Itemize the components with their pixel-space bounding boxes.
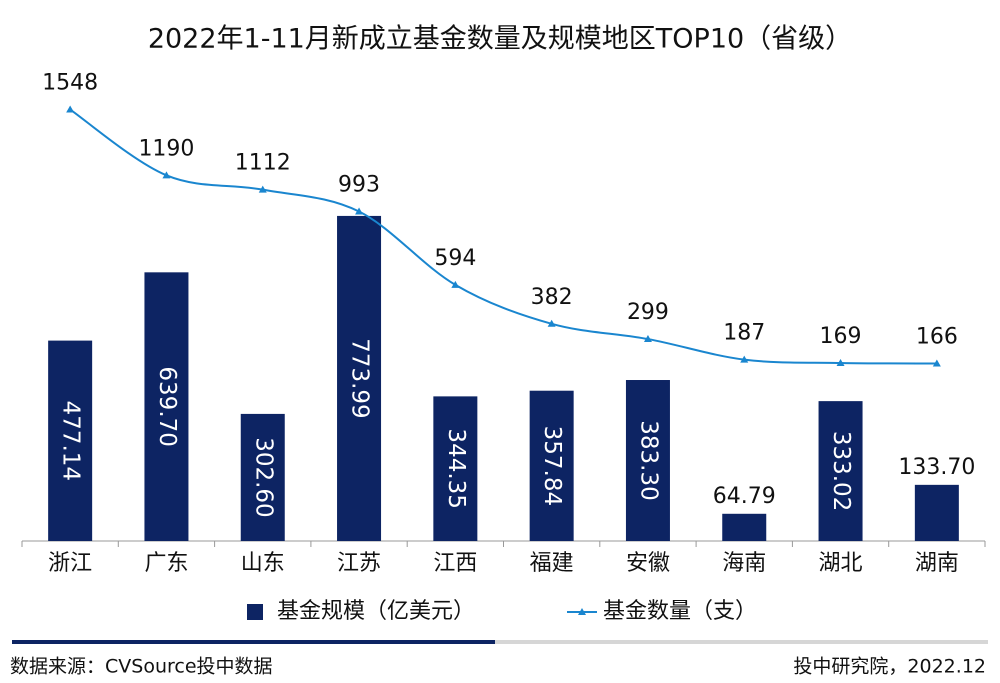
line-marker: [740, 355, 749, 363]
bar: [529, 390, 574, 541]
line-marker: [258, 185, 267, 193]
line-marker: [451, 280, 460, 288]
x-tick-label: 湖南: [915, 551, 959, 576]
bar: [144, 272, 189, 541]
bar-label: 333.02: [828, 431, 854, 511]
line-label: 594: [434, 246, 476, 271]
line-label: 1548: [42, 71, 98, 96]
line-label: 169: [820, 324, 862, 349]
x-tick-label: 广东: [144, 551, 188, 576]
line-marker: [355, 207, 364, 215]
bar-label: 357.84: [539, 426, 565, 506]
legend-label: 基金数量（支）: [603, 599, 757, 624]
line-label: 187: [723, 321, 765, 346]
bar: [625, 380, 670, 541]
x-tick-label: 安徽: [626, 551, 670, 576]
line: [69, 108, 937, 365]
bar: [337, 215, 382, 541]
legend-marker: [578, 608, 586, 615]
bar-label: 302.60: [250, 437, 276, 517]
line-marker: [932, 359, 941, 367]
x-tick-label: 江苏: [337, 551, 381, 576]
x-tick-label: 海南: [722, 551, 766, 576]
line-label: 993: [338, 173, 380, 198]
line-label: 1112: [235, 151, 291, 176]
bar: [240, 413, 285, 541]
legend-swatch: [247, 604, 263, 620]
line-marker: [66, 105, 75, 113]
line-marker: [547, 319, 556, 327]
bar: [433, 396, 478, 541]
bar-label: 344.35: [443, 428, 469, 508]
line-marker: [162, 171, 171, 179]
line-label: 299: [627, 300, 669, 325]
line-label: 1190: [138, 136, 194, 161]
bar-label: 383.30: [635, 420, 661, 500]
legend-label: 基金规模（亿美元）: [277, 599, 475, 624]
bar: [818, 401, 863, 541]
x-tick-label: 浙江: [48, 551, 92, 576]
x-tick-label: 福建: [530, 551, 574, 576]
x-tick-label: 山东: [241, 551, 285, 576]
line-marker: [836, 358, 845, 366]
bar: [722, 513, 767, 541]
bar-label: 773.99: [347, 338, 373, 418]
source: 数据来源：CVSource投中数据: [10, 656, 273, 678]
bar-label: 64.79: [713, 484, 776, 509]
chart-title: 2022年1-11月新成立基金数量及规模地区TOP10（省级）: [148, 24, 852, 55]
x-tick-label: 江西: [433, 551, 477, 576]
x-tick-label: 湖北: [819, 551, 863, 576]
line-label: 166: [916, 324, 958, 349]
line-marker: [643, 335, 652, 343]
bar: [48, 340, 93, 541]
bar-label: 639.70: [154, 366, 180, 446]
bar: [914, 484, 959, 541]
line-label: 382: [531, 285, 573, 310]
bar-label: 133.70: [898, 455, 975, 480]
bar-label: 477.14: [58, 401, 84, 481]
credit: 投中研究院，2022.12: [793, 656, 986, 678]
